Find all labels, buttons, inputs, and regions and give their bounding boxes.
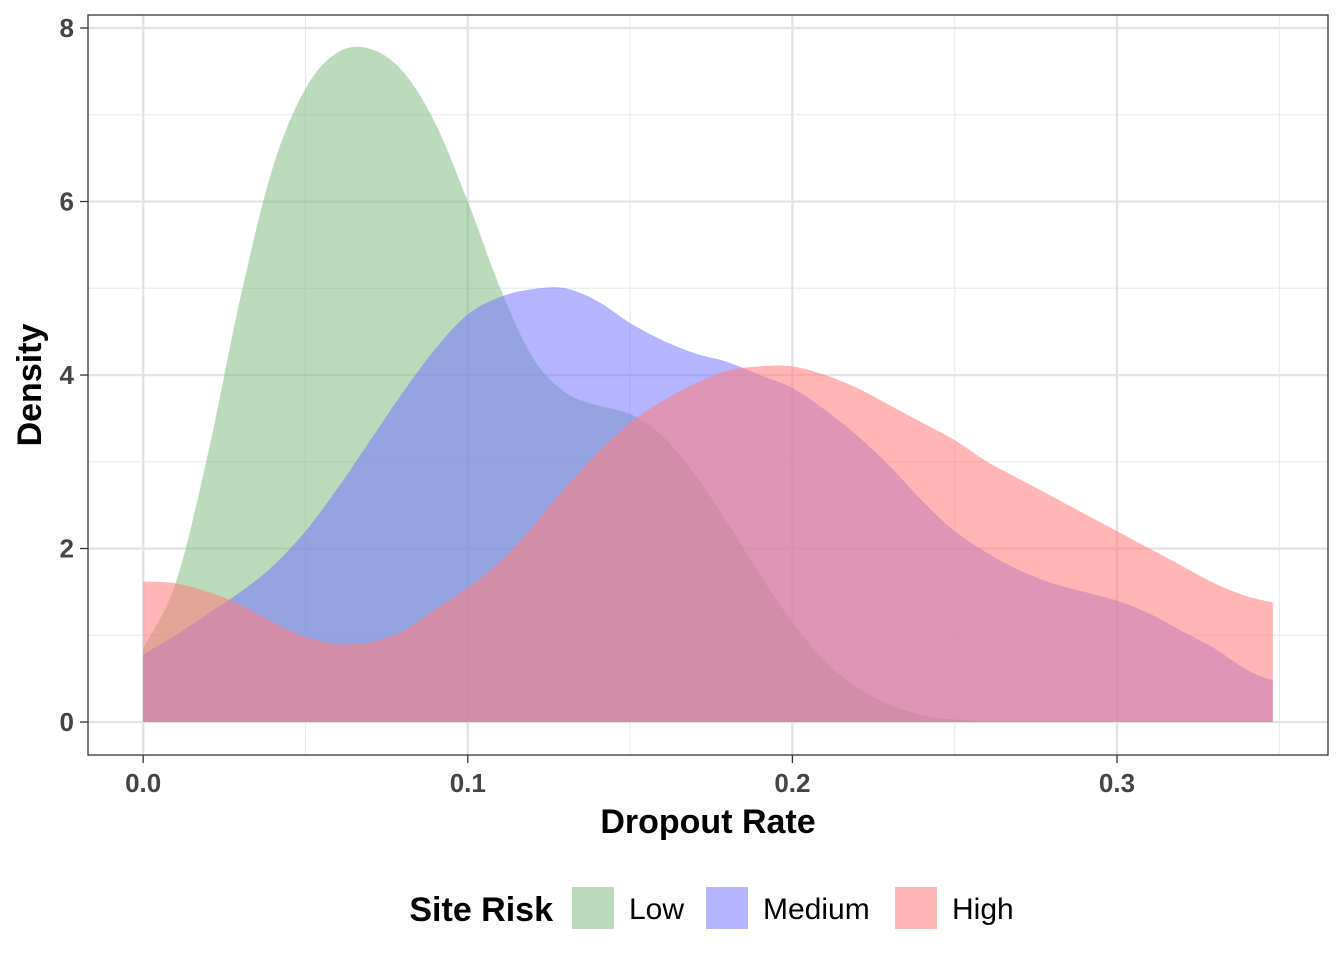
- legend-title: Site Risk: [409, 891, 553, 929]
- legend-key-low: [572, 887, 614, 929]
- y-tick-label: 0: [60, 707, 74, 737]
- density-area-high: [143, 365, 1273, 723]
- y-tick-label: 8: [60, 13, 74, 43]
- x-tick-label: 0.0: [125, 768, 161, 798]
- legend: Site Risk Low Medium High: [409, 887, 1014, 929]
- y-tick-label: 4: [60, 360, 75, 390]
- legend-key-high: [895, 887, 937, 929]
- x-tick-label: 0.1: [450, 768, 486, 798]
- legend-label-high: High: [952, 893, 1014, 926]
- legend-key-medium: [706, 887, 748, 929]
- x-axis-title: Dropout Rate: [600, 803, 815, 841]
- y-axis-title: Density: [11, 324, 49, 447]
- axis-layer: 0.0 0.1 0.2 0.3 0 2 4 6 8: [60, 13, 1136, 798]
- y-tick-label: 6: [60, 187, 74, 217]
- x-tick-label: 0.2: [774, 768, 810, 798]
- x-tick-label: 0.3: [1099, 768, 1135, 798]
- y-tick-label: 2: [60, 534, 74, 564]
- legend-label-medium: Medium: [763, 893, 870, 926]
- panel-border: [87, 14, 1329, 756]
- area-layer: [143, 46, 1273, 723]
- legend-label-low: Low: [629, 893, 684, 926]
